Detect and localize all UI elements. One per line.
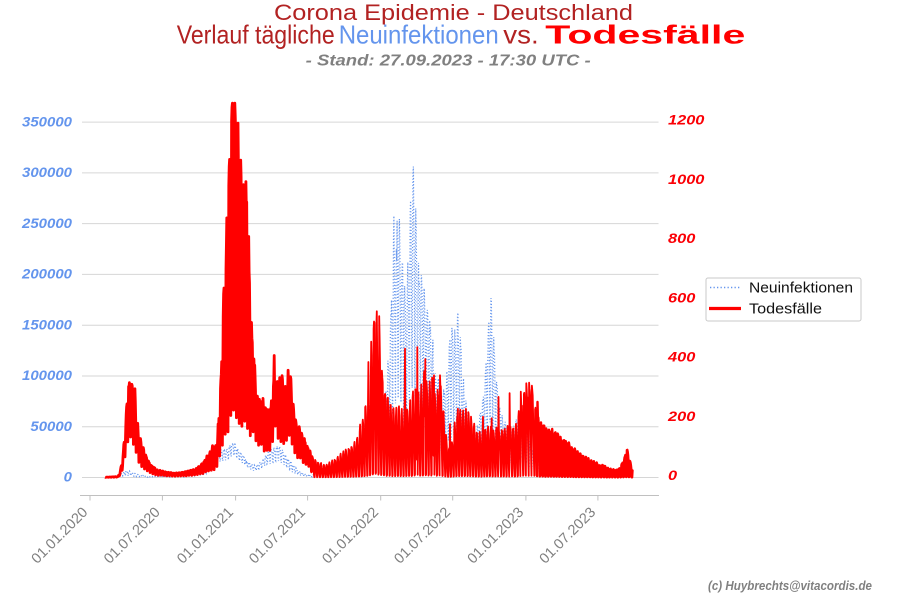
svg-text:200: 200	[667, 409, 696, 424]
svg-text:Todesfälle: Todesfälle	[749, 301, 822, 318]
svg-text:600: 600	[668, 290, 696, 305]
svg-text:Neuinfektionen: Neuinfektionen	[339, 20, 499, 50]
svg-text:- Stand: 27.09.2023 - 17:30 UT: - Stand: 27.09.2023 - 17:30 UTC -	[306, 53, 591, 70]
svg-text:1200: 1200	[668, 113, 705, 128]
svg-text:0: 0	[668, 468, 678, 483]
svg-text:0: 0	[64, 470, 73, 485]
svg-text:350000: 350000	[22, 114, 73, 129]
svg-text:150000: 150000	[22, 317, 73, 332]
svg-text:300000: 300000	[22, 165, 73, 180]
svg-text:Neuinfektionen: Neuinfektionen	[749, 280, 853, 297]
svg-text:250000: 250000	[21, 216, 73, 231]
svg-text:1000: 1000	[668, 172, 705, 187]
svg-text:200000: 200000	[21, 267, 73, 282]
svg-text:Corona Epidemie - Deutschland: Corona Epidemie - Deutschland	[274, 0, 633, 25]
svg-text:Verlauf tägliche: Verlauf tägliche	[177, 20, 335, 50]
svg-text:Todesfälle: Todesfälle	[545, 20, 745, 50]
svg-text:100000: 100000	[22, 368, 73, 383]
svg-text:400: 400	[667, 350, 696, 365]
svg-text:vs.: vs.	[503, 20, 538, 50]
svg-text:50000: 50000	[30, 419, 72, 434]
svg-text:800: 800	[668, 231, 696, 246]
svg-text:(c) Huybrechts@vitacordis.de: (c) Huybrechts@vitacordis.de	[708, 578, 872, 593]
